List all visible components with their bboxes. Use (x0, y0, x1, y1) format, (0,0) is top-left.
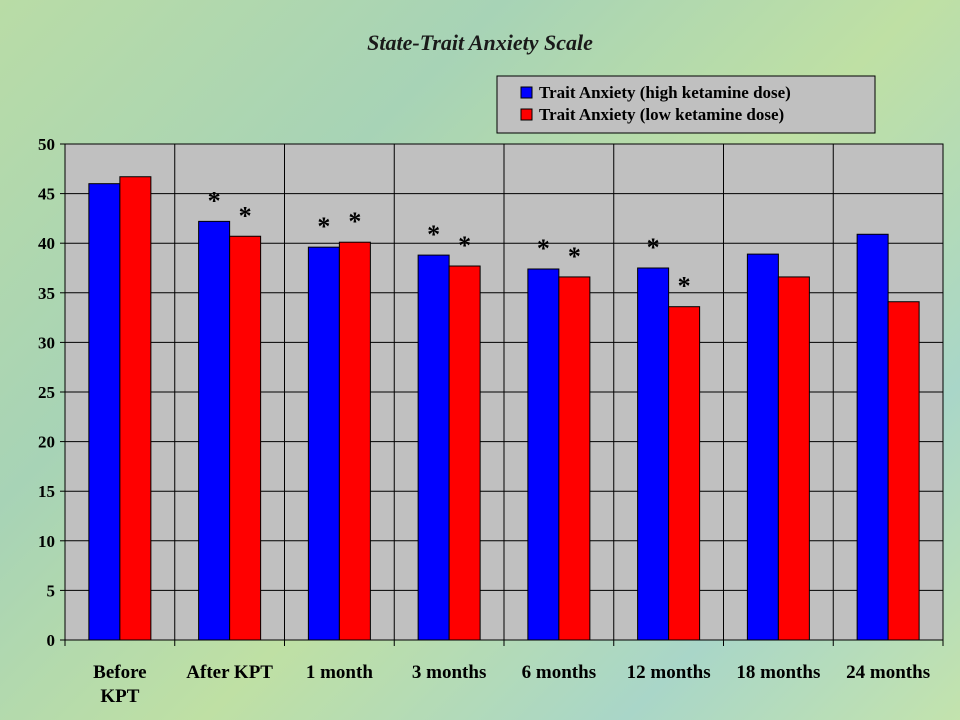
x-tick-label: Before (93, 662, 146, 683)
legend-swatch (520, 108, 533, 121)
y-tick-label: 15 (38, 482, 55, 501)
sig-mark-high-dose: * (208, 186, 221, 215)
bar-low-dose (558, 276, 591, 641)
x-tick-label: 1 month (306, 662, 373, 683)
x-tick-label: 12 months (627, 662, 711, 683)
x-tick-label: 3 months (412, 662, 486, 683)
bar-high-dose (746, 253, 779, 641)
bar-high-dose (637, 267, 670, 641)
y-tick-label: 10 (38, 532, 55, 551)
sig-mark-low-dose: * (568, 242, 581, 271)
bar-high-dose (307, 246, 340, 641)
bar-high-dose (856, 233, 889, 641)
bar-low-dose (887, 301, 920, 641)
y-tick-label: 0 (47, 631, 56, 650)
bar-low-dose (119, 176, 152, 641)
sig-mark-high-dose: * (317, 212, 330, 241)
bar-high-dose (198, 220, 231, 641)
y-tick-label: 50 (38, 135, 55, 154)
sig-mark-high-dose: * (427, 220, 440, 249)
bar-low-dose (448, 265, 481, 641)
legend-label: Trait Anxiety (low ketamine dose) (539, 105, 784, 124)
x-tick-label: 24 months (846, 662, 930, 683)
x-tick-label: 18 months (736, 662, 820, 683)
y-tick-label: 30 (38, 333, 55, 352)
sig-mark-low-dose: * (348, 207, 361, 236)
sig-mark-low-dose: * (458, 231, 471, 260)
legend-swatch (520, 86, 533, 99)
y-tick-label: 5 (47, 581, 56, 600)
y-tick-label: 45 (38, 185, 55, 204)
sig-mark-low-dose: * (678, 272, 691, 301)
sig-mark-high-dose: * (537, 234, 550, 263)
bar-high-dose (88, 183, 121, 641)
y-tick-label: 35 (38, 284, 55, 303)
bar-high-dose (527, 268, 560, 641)
bar-low-dose (668, 306, 701, 641)
legend (496, 75, 876, 134)
bar-high-dose (417, 254, 450, 641)
x-tick-label: KPT (100, 686, 139, 707)
x-tick-label: 6 months (522, 662, 596, 683)
y-tick-label: 25 (38, 383, 55, 402)
bar-low-dose (338, 241, 371, 641)
sig-mark-low-dose: * (239, 201, 252, 230)
y-tick-label: 20 (38, 433, 55, 452)
bar-low-dose (229, 235, 262, 641)
sig-mark-high-dose: * (647, 233, 660, 262)
chart-title: State-Trait Anxiety Scale (367, 30, 593, 55)
legend-label: Trait Anxiety (high ketamine dose) (539, 83, 791, 102)
x-tick-label: After KPT (186, 662, 273, 683)
bar-low-dose (777, 276, 810, 641)
y-tick-label: 40 (38, 234, 55, 253)
